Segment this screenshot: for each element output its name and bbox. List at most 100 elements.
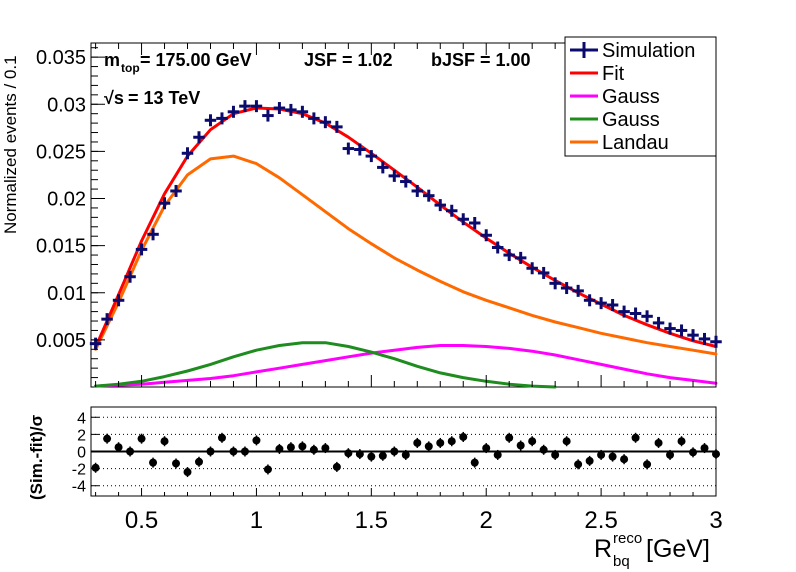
- sqrts-annotation: √s = 13 TeV: [104, 88, 200, 108]
- mtop-symbol: m: [104, 50, 120, 70]
- simulation-point: [664, 322, 676, 335]
- simulation-point: [411, 184, 424, 197]
- simulation-point: [595, 297, 607, 310]
- x-tick-label: 2.5: [584, 507, 617, 534]
- residual-point: [505, 432, 514, 443]
- legend-label: Fit: [602, 63, 625, 85]
- legend-entry: Gauss: [570, 86, 660, 108]
- residual-point: [194, 456, 203, 467]
- residual-point: [126, 446, 135, 457]
- residual-point: [217, 432, 226, 443]
- main-y-tick-label: 0.01: [47, 283, 86, 305]
- simulation-point: [468, 217, 481, 230]
- simulation-point: [158, 197, 171, 210]
- residual-point: [263, 464, 272, 475]
- simulation-point: [112, 294, 125, 307]
- residual-point: [482, 443, 491, 454]
- residual-point: [436, 437, 445, 448]
- simulation-point: [698, 332, 711, 345]
- residual-point: [298, 441, 307, 452]
- residual-point: [160, 436, 169, 447]
- x-tick-label: 0.5: [125, 507, 158, 534]
- legend-label: Gauss: [602, 109, 660, 131]
- simulation-point: [273, 102, 286, 115]
- residual-point: [643, 459, 652, 470]
- simulation-point: [377, 161, 389, 174]
- residual-point: [528, 436, 537, 447]
- simulation-point: [652, 316, 665, 329]
- main-y-tick-label: 0.025: [36, 141, 86, 163]
- simulation-point: [285, 103, 297, 116]
- curve-gauss-2: [94, 344, 718, 388]
- residual-point: [332, 461, 341, 472]
- simulation-point: [227, 105, 240, 118]
- residual-point: [149, 457, 158, 468]
- residual-point: [539, 444, 548, 455]
- simulation-point: [710, 335, 722, 348]
- residual-point: [114, 442, 123, 453]
- residual-point: [654, 437, 663, 448]
- simulation-point: [687, 329, 699, 342]
- residual-point: [172, 458, 181, 469]
- legend-entry: Fit: [570, 63, 625, 85]
- x-tick-label: 1.5: [355, 507, 388, 534]
- main-y-tick-label: 0.02: [47, 189, 86, 211]
- residual-point: [459, 431, 468, 442]
- residual-point: [137, 433, 146, 444]
- sqrts-value: = 13 TeV: [128, 88, 200, 108]
- main-plot-frame: [90, 42, 717, 388]
- simulation-point: [572, 284, 584, 297]
- x-tick-label: 1: [250, 507, 263, 534]
- jsf-annotation: JSF = 1.02: [304, 50, 393, 70]
- simulation-point: [618, 305, 630, 318]
- residual-point: [677, 436, 686, 447]
- simulation-point: [354, 143, 366, 156]
- simulation-point: [101, 313, 113, 326]
- residual-point: [275, 443, 284, 454]
- simulation-point: [135, 243, 148, 256]
- residual-point: [424, 441, 433, 452]
- residual-point: [309, 444, 318, 455]
- x-tick-label: 3: [709, 507, 722, 534]
- residual-point: [712, 449, 720, 460]
- simulation-point: [560, 282, 573, 295]
- simulation-point: [606, 299, 619, 312]
- residual-point: [344, 448, 353, 459]
- curve-landau-4: [94, 154, 718, 356]
- main-y-axis-label: Normalized events / 0.1: [1, 55, 20, 234]
- mtop-subscript: top: [121, 61, 140, 75]
- simulation-point: [181, 147, 194, 160]
- sqrts-symbol: √s: [104, 88, 124, 108]
- res-y-tick-label: -2: [72, 462, 86, 479]
- residual-point: [562, 436, 571, 447]
- residual-point: [91, 462, 100, 473]
- residual-point: [103, 433, 112, 444]
- simulation-point: [629, 307, 642, 320]
- simulation-point: [262, 109, 274, 122]
- legend-entry: Landau: [570, 132, 669, 154]
- legend-label: Gauss: [602, 86, 660, 108]
- res-y-tick-label: 0: [77, 445, 86, 462]
- x-axis-label-sup: reco: [613, 530, 642, 547]
- simulation-point: [147, 228, 159, 241]
- x-axis-label-base: R: [594, 535, 612, 563]
- residual-point: [608, 451, 617, 462]
- simulation-point: [514, 251, 527, 264]
- simulation-point: [675, 324, 688, 337]
- residual-point: [367, 451, 376, 462]
- x-axis-label: R reco bq [GeV]: [594, 530, 710, 570]
- residual-point: [286, 442, 295, 453]
- res-y-tick-label: -4: [72, 479, 86, 496]
- legend-entry: Simulation: [570, 40, 695, 62]
- res-y-tick-label: 4: [77, 410, 86, 427]
- simulation-point: [124, 270, 136, 283]
- residual-point: [378, 450, 387, 461]
- residual-point: [493, 449, 502, 460]
- simulation-point: [193, 131, 205, 144]
- simulation-point: [331, 120, 343, 133]
- legend-label: Landau: [602, 132, 669, 154]
- simulation-point: [423, 189, 435, 202]
- main-y-tick-label: 0.005: [36, 330, 86, 352]
- x-tick-label: 2: [480, 507, 493, 534]
